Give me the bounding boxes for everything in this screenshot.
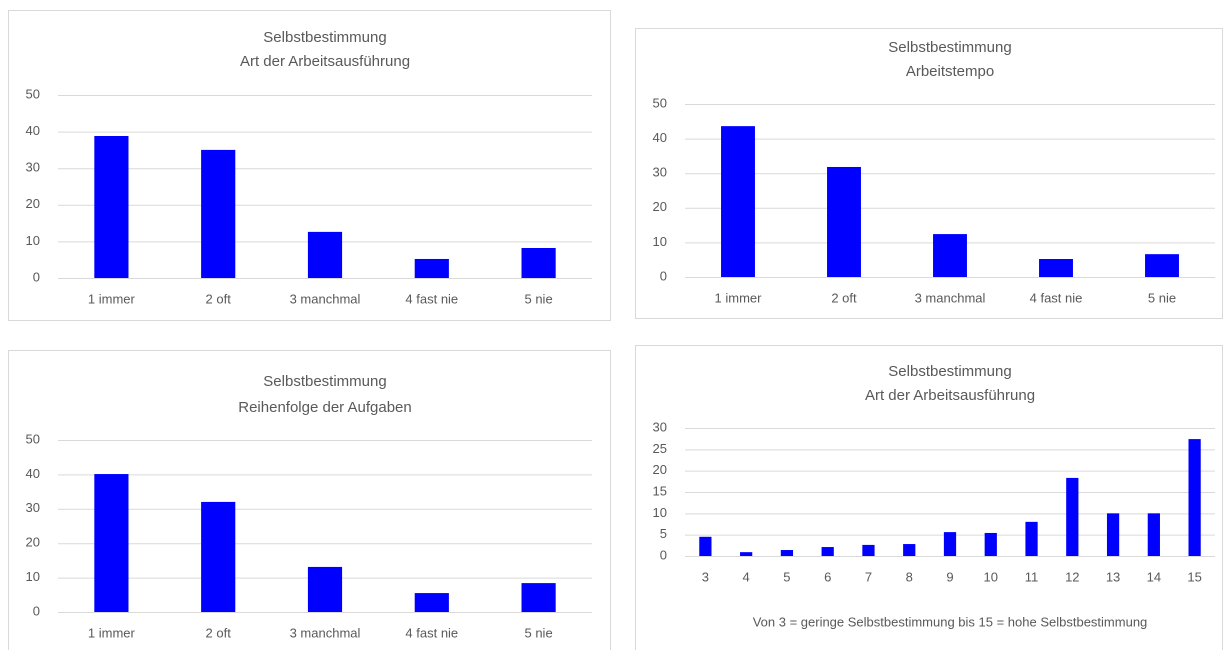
x-tick-label: 4 fast nie [1030,290,1083,305]
bar [307,231,343,278]
chart-subtitle: Art der Arbeitsausführung [865,387,1035,404]
y-tick-label: 0 [33,269,40,284]
chart-title: Selbstbestimmung [263,373,386,390]
bar [780,550,794,556]
bar [721,126,755,277]
x-tick-label: 1 immer [715,290,763,305]
y-tick-label: 50 [26,431,40,446]
bar [521,583,556,612]
x-tick-label: 8 [906,569,913,584]
chart-title: Selbstbestimmung [263,29,386,46]
x-axis-label: Von 3 = geringe Selbstbestimmung bis 15 … [753,614,1148,629]
x-tick-label: 2 oft [206,291,232,306]
bar [521,247,556,278]
chart-subtitle: Art der Arbeitsausführung [240,53,410,70]
bar [699,536,712,556]
bar [201,149,236,278]
x-tick-label: 2 oft [831,290,857,305]
y-tick-label: 30 [653,419,667,434]
bar [307,566,343,612]
x-tick-label: 4 fast nie [405,291,458,306]
chart-frame [635,345,1223,650]
bar [1066,477,1079,556]
x-tick-label: 3 manchmal [915,290,986,305]
x-tick-label: 5 nie [524,625,552,640]
x-tick-label: 3 manchmal [290,291,361,306]
bar [414,593,449,612]
x-tick-label: 3 manchmal [290,625,361,640]
y-tick-label: 30 [26,160,40,175]
y-tick-label: 50 [653,95,667,110]
y-tick-label: 5 [660,526,667,541]
y-tick-label: 10 [653,234,667,249]
y-tick-label: 40 [26,466,40,481]
y-tick-label: 10 [26,233,40,248]
y-tick-label: 30 [26,500,40,515]
chart-title: Selbstbestimmung [888,363,1011,380]
chart-subtitle: Arbeitstempo [906,63,994,80]
bar [933,234,967,277]
y-tick-label: 25 [653,441,667,456]
bar [821,547,834,556]
y-tick-label: 0 [660,547,667,562]
bar [1039,259,1073,277]
y-tick-label: 15 [653,483,667,498]
x-tick-label: 6 [824,569,831,584]
y-tick-label: 40 [26,123,40,138]
y-tick-label: 10 [653,505,667,520]
bar [903,544,916,556]
bar [201,501,236,612]
x-tick-label: 2 oft [206,625,232,640]
bar [94,474,129,612]
x-tick-label: 12 [1065,569,1079,584]
y-tick-label: 20 [26,535,40,550]
y-tick-label: 10 [26,569,40,584]
x-tick-label: 15 [1187,569,1201,584]
chart-title: Selbstbestimmung [888,39,1011,56]
x-tick-label: 13 [1106,569,1120,584]
bar [94,135,129,278]
bar [943,532,957,556]
bar [1147,513,1160,556]
bar [414,258,449,278]
x-tick-label: 1 immer [88,291,136,306]
bar [984,532,997,556]
bar [1145,254,1179,277]
x-tick-label: 14 [1147,569,1161,584]
y-tick-label: 30 [653,165,667,180]
x-tick-label: 7 [865,569,872,584]
bar [1106,513,1120,556]
bar [1188,439,1201,556]
x-tick-label: 5 nie [1148,290,1176,305]
y-tick-label: 0 [33,603,40,618]
y-tick-label: 40 [653,130,667,145]
y-tick-label: 50 [26,86,40,101]
x-tick-label: 3 [702,569,709,584]
x-tick-label: 9 [946,569,953,584]
x-tick-label: 1 immer [88,625,136,640]
x-tick-label: 11 [1025,569,1039,584]
y-tick-label: 20 [653,199,667,214]
x-tick-label: 10 [984,569,998,584]
x-tick-label: 5 [783,569,790,584]
chart-subtitle: Reihenfolge der Aufgaben [238,399,411,416]
bar [827,166,861,277]
bar [862,544,875,556]
x-tick-label: 4 fast nie [405,625,458,640]
x-tick-label: 4 [743,569,750,584]
y-tick-label: 0 [660,268,667,283]
bar [1025,521,1038,556]
bar [740,552,753,556]
y-tick-label: 20 [653,462,667,477]
y-tick-label: 20 [26,196,40,211]
x-tick-label: 5 nie [524,291,552,306]
